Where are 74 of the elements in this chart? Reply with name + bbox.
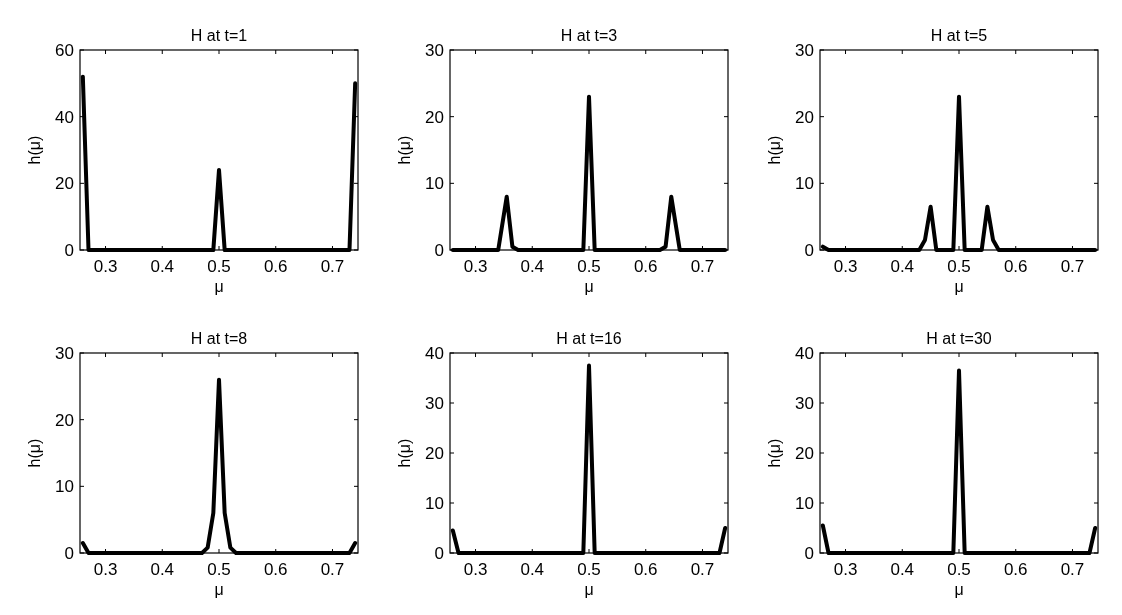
- chart-title: H at t=5: [930, 27, 988, 44]
- x-tick-label: 0.5: [207, 560, 231, 579]
- chart-title: H at t=8: [190, 330, 248, 347]
- x-axis-title: μ: [954, 581, 964, 598]
- x-axis-title: μ: [954, 278, 964, 295]
- y-tick-label: 20: [425, 107, 444, 127]
- x-axis-title: μ: [584, 278, 594, 295]
- y-tick-label: 10: [795, 174, 814, 194]
- y-tick-label: 20: [425, 444, 444, 463]
- y-axis-title: h(μ): [396, 135, 413, 165]
- y-tick-label: 40: [55, 107, 74, 127]
- x-tick-label: 0.4: [890, 257, 915, 276]
- x-axis-title: μ: [214, 278, 224, 295]
- x-tick-label: 0.3: [93, 257, 118, 276]
- y-tick-label: 30: [795, 41, 814, 60]
- y-axis-title: h(μ): [396, 438, 413, 468]
- y-tick-label: 0: [434, 241, 444, 260]
- x-tick-label: 0.6: [633, 560, 658, 579]
- x-tick-label: 0.4: [150, 560, 175, 579]
- chart-title: H at t=3: [560, 27, 618, 44]
- y-tick-label: 20: [55, 174, 74, 194]
- x-tick-label: 0.4: [520, 560, 545, 579]
- x-tick-label: 0.7: [1060, 257, 1085, 276]
- x-tick-label: 0.3: [463, 257, 488, 276]
- y-axis-title: h(μ): [766, 438, 783, 468]
- x-tick-label: 0.3: [833, 560, 858, 579]
- x-tick-label: 0.7: [320, 560, 345, 579]
- x-axis-title: μ: [584, 581, 594, 598]
- y-tick-label: 40: [425, 344, 444, 363]
- y-tick-label: 30: [795, 394, 814, 413]
- y-tick-label: 0: [64, 241, 74, 260]
- y-tick-label: 10: [425, 174, 444, 194]
- x-tick-label: 0.4: [890, 560, 915, 579]
- x-tick-label: 0.3: [93, 560, 118, 579]
- x-tick-label: 0.5: [207, 257, 231, 276]
- x-tick-label: 0.7: [690, 257, 715, 276]
- y-tick-label: 40: [795, 344, 814, 363]
- y-tick-label: 0: [804, 544, 814, 563]
- x-tick-label: 0.6: [1003, 560, 1028, 579]
- x-tick-label: 0.5: [577, 257, 601, 276]
- x-tick-label: 0.7: [320, 257, 345, 276]
- x-tick-label: 0.5: [947, 257, 971, 276]
- y-axis-title: h(μ): [766, 135, 783, 165]
- x-tick-label: 0.6: [1003, 257, 1028, 276]
- x-tick-label: 0.3: [833, 257, 858, 276]
- x-tick-label: 0.4: [520, 257, 545, 276]
- y-tick-label: 20: [795, 444, 814, 463]
- chart-title: H at t=16: [556, 330, 622, 347]
- y-tick-label: 20: [795, 107, 814, 127]
- x-tick-label: 0.3: [463, 560, 488, 579]
- y-tick-label: 0: [64, 544, 74, 563]
- y-tick-label: 10: [425, 494, 444, 513]
- y-tick-label: 10: [55, 477, 74, 497]
- y-tick-label: 30: [425, 394, 444, 413]
- y-tick-label: 10: [795, 494, 814, 513]
- y-tick-label: 0: [804, 241, 814, 260]
- y-tick-label: 60: [55, 41, 74, 60]
- x-tick-label: 0.6: [263, 257, 288, 276]
- y-tick-label: 20: [55, 410, 74, 430]
- x-tick-label: 0.4: [150, 257, 175, 276]
- x-tick-label: 0.5: [947, 560, 971, 579]
- y-tick-label: 30: [55, 344, 74, 363]
- y-tick-label: 30: [425, 41, 444, 60]
- x-tick-label: 0.6: [633, 257, 658, 276]
- x-tick-label: 0.5: [577, 560, 601, 579]
- x-tick-label: 0.6: [263, 560, 288, 579]
- chart-title: H at t=1: [190, 27, 248, 44]
- y-tick-label: 0: [434, 544, 444, 563]
- y-axis-title: h(μ): [26, 438, 43, 468]
- chart-title: H at t=30: [926, 330, 992, 347]
- x-tick-label: 0.7: [690, 560, 715, 579]
- x-tick-label: 0.7: [1060, 560, 1085, 579]
- x-axis-title: μ: [214, 581, 224, 598]
- y-axis-title: h(μ): [26, 135, 43, 165]
